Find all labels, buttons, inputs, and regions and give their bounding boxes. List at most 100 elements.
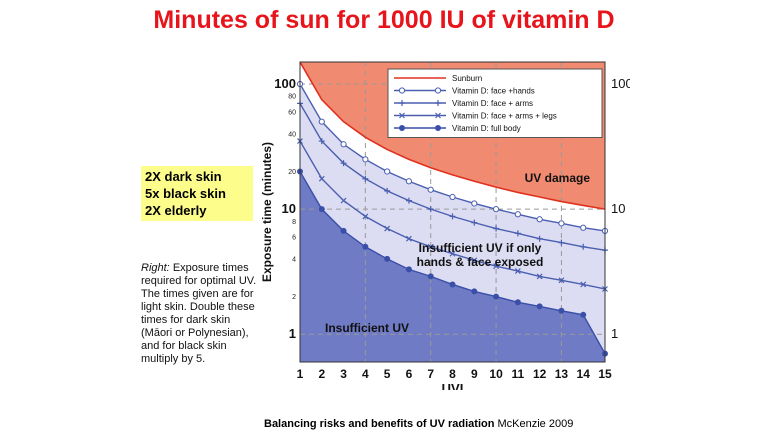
data-point	[318, 175, 325, 182]
data-point	[471, 288, 478, 295]
data-point	[318, 138, 325, 145]
data-point	[399, 112, 405, 119]
data-point	[435, 125, 441, 131]
y-tick-label: 1	[289, 326, 296, 341]
x-tick-label: 4	[362, 367, 369, 381]
footer-title: Balancing risks and benefits of UV radia…	[264, 418, 495, 430]
region-label-line: hands & face exposed	[417, 255, 544, 269]
data-point	[405, 178, 413, 185]
data-point	[558, 277, 565, 284]
y-axis-title: Exposure time (minutes)	[260, 142, 274, 282]
legend-entry-label: Vitamin D: full body	[452, 124, 521, 133]
data-point	[406, 235, 412, 242]
x-tick-label: 8	[449, 367, 456, 381]
data-point	[362, 243, 369, 250]
x-tick-label: 12	[533, 367, 547, 381]
data-point	[580, 311, 587, 318]
y-tick-label-right: 100	[611, 76, 630, 91]
data-point	[514, 211, 521, 218]
data-point	[493, 263, 499, 270]
data-point	[449, 250, 456, 257]
y-tick-label-right: 1	[611, 326, 618, 341]
data-point	[492, 206, 500, 213]
y-minor-tick-label: 40	[288, 131, 296, 138]
data-point	[427, 243, 434, 250]
y-minor-tick-label: 2	[292, 294, 296, 301]
data-point	[558, 307, 565, 314]
skin-adjustment-note: 2X dark skin 5x black skin 2X elderly	[141, 166, 253, 221]
x-tick-label: 3	[340, 367, 347, 381]
data-point	[471, 219, 478, 226]
data-point	[449, 281, 456, 288]
data-point	[340, 160, 347, 167]
data-point	[449, 193, 456, 201]
caption-italic-lead: Right:	[141, 262, 170, 274]
x-tick-label: 11	[512, 367, 525, 381]
data-point	[384, 225, 391, 232]
data-point	[580, 224, 587, 231]
x-tick-label: 9	[471, 367, 478, 381]
data-point	[405, 197, 412, 204]
footer-source: McKenzie 2009	[497, 418, 574, 430]
legend-entry-label: Vitamin D: face + arms + legs	[452, 112, 557, 121]
y-minor-tick-label: 6	[292, 234, 296, 241]
y-minor-tick-label: 4	[292, 256, 296, 263]
data-point	[536, 216, 543, 223]
data-point	[399, 125, 405, 131]
data-point	[514, 299, 521, 306]
x-tick-label: 13	[555, 367, 569, 381]
data-point	[362, 156, 369, 163]
x-tick-label: 10	[489, 367, 503, 381]
legend-entry-label: Sunburn	[452, 74, 482, 83]
x-tick-label: 1	[297, 367, 304, 381]
series-line	[300, 62, 605, 210]
data-point	[362, 213, 369, 220]
y-minor-tick-label: 80	[288, 94, 296, 101]
data-point	[427, 273, 434, 280]
legend-entry-label: Vitamin D: face + arms	[452, 99, 533, 108]
data-point	[471, 257, 478, 264]
plot-frame	[299, 61, 606, 363]
data-point	[384, 187, 391, 194]
data-point	[471, 200, 478, 207]
data-point	[493, 293, 500, 300]
region-label-uv-damage: UV damage	[525, 171, 591, 185]
region-insufficient-uv	[300, 171, 605, 362]
x-tick-label: 5	[384, 367, 391, 381]
data-point	[536, 303, 543, 310]
data-point	[558, 220, 565, 227]
data-point	[514, 230, 521, 237]
y-minor-tick-label: 60	[288, 109, 296, 116]
data-point	[536, 273, 543, 280]
data-point	[435, 100, 441, 106]
note-line-black-skin: 5x black skin	[145, 186, 226, 201]
data-point	[340, 141, 347, 148]
x-axis-title: UVI	[442, 381, 464, 390]
data-point	[493, 225, 500, 232]
data-point	[558, 239, 565, 246]
data-point	[427, 206, 434, 213]
data-point	[399, 100, 405, 106]
x-tick-label: 2	[318, 367, 325, 381]
data-point	[435, 112, 441, 119]
data-point	[580, 243, 587, 250]
region-label-line: Insufficient UV if only	[419, 241, 542, 255]
note-line-dark-skin: 2X dark skin	[145, 169, 222, 184]
source-footer: Balancing risks and benefits of UV radia…	[264, 418, 573, 430]
data-point	[427, 186, 434, 193]
y-tick-label: 100	[274, 76, 296, 91]
slide-title: Minutes of sun for 1000 IU of vitamin D	[153, 6, 615, 34]
data-point	[405, 266, 412, 273]
data-point	[384, 168, 391, 175]
data-point	[580, 281, 587, 288]
data-point	[514, 268, 521, 274]
data-point	[318, 118, 325, 125]
x-tick-label: 6	[406, 367, 413, 381]
x-tick-label: 15	[598, 367, 612, 381]
x-tick-label: 7	[427, 367, 434, 381]
data-point	[384, 255, 391, 262]
x-tick-label: 14	[577, 367, 591, 381]
chart-caption: Right: Exposure times required for optim…	[141, 262, 261, 366]
data-point	[434, 87, 442, 94]
